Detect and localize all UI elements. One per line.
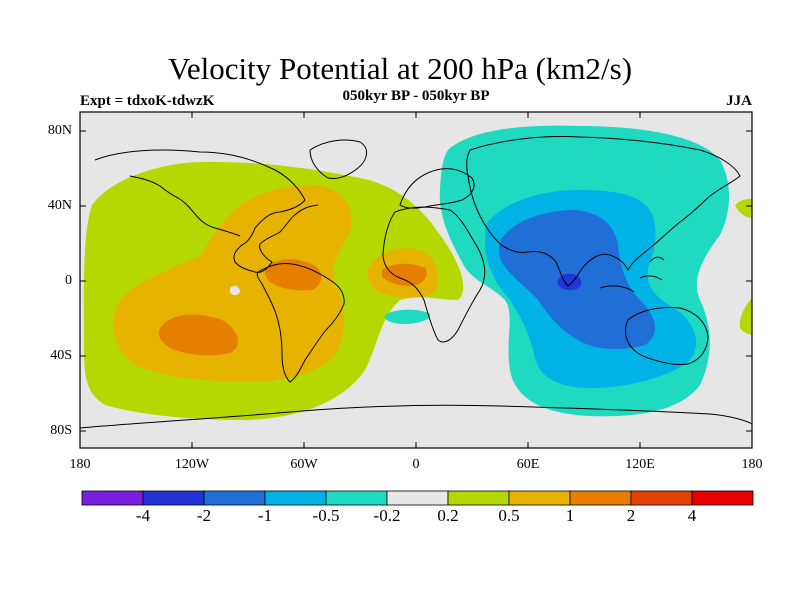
colorbar-label: 0.5 — [498, 506, 520, 525]
contour-neg0.2-southatlantic — [384, 309, 431, 324]
contour-1-westafrica — [382, 263, 427, 286]
antarctica-coast — [80, 404, 752, 429]
colorbar-swatch — [325, 490, 388, 506]
colorbar-swatch — [447, 490, 510, 506]
greenland-coast — [309, 139, 367, 179]
colorbar-label: 2 — [626, 506, 636, 525]
contour-0.2-eastedge-north — [735, 198, 752, 219]
lat-label-40s: 40S — [50, 348, 72, 363]
lon-label-120e: 120E — [625, 457, 655, 472]
asia-coast — [466, 136, 741, 287]
contour-0.5-north — [238, 223, 312, 256]
colorbar-label: -0.5 — [312, 506, 340, 525]
lat-label-80s: 80S — [50, 423, 72, 438]
colorbar-label: 4 — [687, 506, 697, 525]
colorbar-swatch — [142, 490, 205, 506]
coastlines — [80, 136, 752, 429]
lon-label-60e: 60E — [516, 457, 540, 472]
europe-coast — [399, 168, 475, 209]
lon-label-0: 0 — [412, 457, 420, 472]
australia-coast — [625, 307, 709, 365]
contour-0.2-south-tip — [230, 285, 240, 295]
colorbar-swatch — [386, 490, 449, 506]
colorbar-label: -0.2 — [373, 506, 401, 525]
contour-0.2-eastedge-south — [739, 298, 752, 335]
colorbar-swatch — [508, 490, 571, 506]
colorbar-swatch — [203, 490, 266, 506]
colorbar-label: -1 — [257, 506, 273, 525]
map-title: Velocity Potential at 200 hPa (km2/s) — [167, 51, 633, 86]
north-america-coast — [94, 149, 319, 273]
colorbar-swatch — [569, 490, 632, 506]
colorbar-swatch — [691, 490, 754, 506]
map-subtitle: 050kyr BP - 050kyr BP — [342, 88, 490, 104]
colorbar-swatch — [264, 490, 327, 506]
lat-label-80n: 80N — [47, 123, 72, 138]
colorbar-swatch — [81, 490, 144, 506]
contour-1-southpacific — [158, 314, 238, 356]
colorbar-swatch — [630, 490, 693, 506]
colorbar-label: 0.2 — [437, 506, 459, 525]
colorbar — [81, 490, 754, 506]
africa-coast — [382, 206, 486, 343]
lat-label-40n: 40N — [47, 198, 72, 213]
southeast-asia-islands — [599, 256, 665, 293]
lon-label-60w: 60W — [290, 457, 318, 472]
lon-label-180w: 180 — [69, 457, 91, 472]
experiment-label: Expt = tdxoK-tdwzK — [80, 93, 215, 109]
contour-fields — [80, 125, 752, 429]
lon-label-180e: 180 — [741, 457, 763, 472]
colorbar-label: -4 — [135, 506, 151, 525]
colorbar-label: 1 — [565, 506, 575, 525]
contour-1-amazon — [265, 259, 322, 291]
axis-ticks — [80, 112, 752, 448]
lon-label-120w: 120W — [174, 457, 210, 472]
season-label: JJA — [726, 93, 752, 109]
south-america-coast — [256, 263, 345, 383]
lat-label-equator: 0 — [65, 273, 72, 288]
colorbar-label: -2 — [196, 506, 212, 525]
